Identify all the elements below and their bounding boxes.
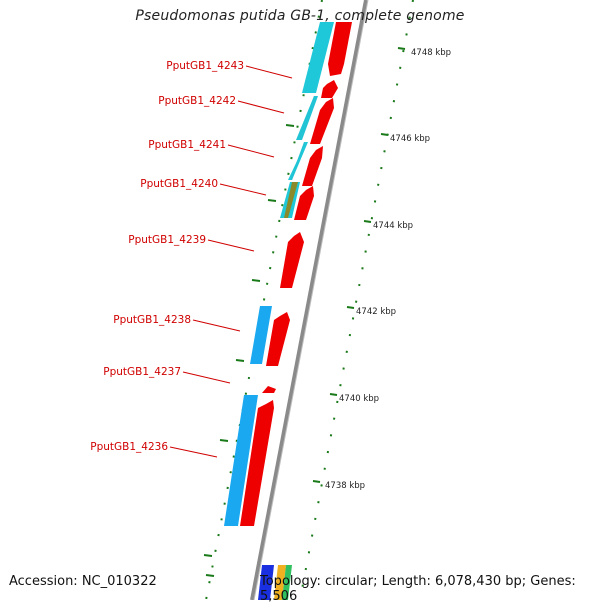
gene-label: PputGB1_4243	[166, 60, 244, 72]
forward-cds-4241	[310, 98, 334, 144]
gene-labels: PputGB1_4243 PputGB1_4242 PputGB1_4241 Pput…	[90, 60, 244, 453]
ruler-tick-label: 4738 kbp	[325, 481, 365, 491]
reverse-strand-features	[224, 22, 334, 526]
reverse-cds-4243	[302, 22, 334, 93]
inner-track	[205, 0, 323, 601]
reverse-cds-4241b	[290, 142, 306, 180]
forward-cds-4236	[240, 400, 274, 526]
label-leader-line	[182, 371, 231, 384]
ruler-major-tick	[346, 306, 355, 309]
reverse-cds-4238	[250, 306, 272, 364]
forward-cds-4237	[262, 386, 276, 393]
inner-track-tick	[219, 439, 229, 442]
tick-labels: 4748 kbp 4746 kbp 4744 kbp 4742 kbp 4740 kbp…	[325, 48, 451, 491]
ruler-tick-label: 4744 kbp	[373, 221, 413, 231]
label-leader-line	[227, 144, 275, 158]
gene-label: PputGB1_4240	[140, 178, 218, 190]
bottom-features	[258, 565, 292, 600]
gene-label: PputGB1_4241	[148, 139, 226, 151]
ruler-major-tick	[363, 220, 372, 223]
inner-track-tick	[203, 554, 213, 557]
ruler-major-tick	[329, 393, 338, 396]
inner-track-tick	[285, 124, 295, 127]
ruler-major-tick	[380, 133, 389, 136]
forward-cds-4243	[328, 22, 352, 76]
ruler-tick-label: 4742 kbp	[356, 307, 396, 317]
label-leader-line	[245, 65, 293, 79]
label-leader-line	[219, 183, 267, 196]
label-leader-line	[169, 446, 218, 458]
label-leader-line	[207, 239, 255, 252]
ruler-major-tick	[397, 47, 406, 50]
inner-track-tick	[251, 279, 261, 282]
map-title: Pseudomonas putida GB-1, complete genome	[135, 8, 465, 24]
forward-cds-4240	[302, 146, 323, 186]
inner-track-tick	[205, 574, 215, 577]
ruler-tick-label: 4740 kbp	[339, 394, 379, 404]
label-leader-line	[192, 319, 241, 332]
gene-label: PputGB1_4238	[113, 314, 191, 326]
gene-label: PputGB1_4237	[103, 366, 181, 378]
label-leader-line	[237, 100, 285, 114]
forward-cds-4242	[321, 80, 338, 98]
forward-cds-4238	[266, 312, 290, 366]
outer-ruler	[299, 0, 414, 601]
forward-cds-4238a	[280, 232, 304, 288]
gene-label: PputGB1_4236	[90, 441, 168, 453]
reverse-cds-4242b	[296, 96, 318, 140]
ruler-tick-label: 4746 kbp	[390, 134, 430, 144]
gene-label: PputGB1_4239	[128, 234, 206, 246]
forward-strand-features	[240, 22, 352, 526]
forward-cds-4239	[294, 186, 314, 220]
inner-track-tick	[267, 199, 277, 202]
inner-track-tick	[235, 359, 245, 362]
major-ticks	[203, 47, 406, 577]
accession-text: Accession: NC_010322	[9, 574, 157, 589]
ruler-major-tick	[312, 480, 321, 483]
misc-feature-4240	[284, 182, 298, 218]
ruler-tick-label: 4748 kbp	[411, 48, 451, 58]
backbone	[250, 0, 369, 601]
reverse-cds-4236	[224, 395, 258, 526]
gene-label: PputGB1_4242	[158, 95, 236, 107]
label-leader-lines	[169, 65, 293, 458]
